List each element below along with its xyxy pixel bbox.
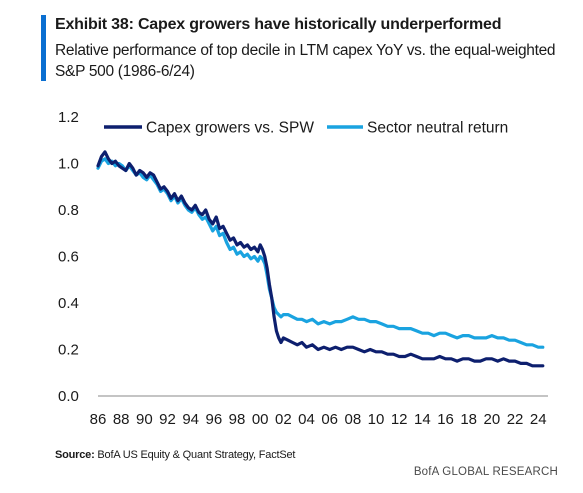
line-chart: 0.0 0.2 0.4 0.6 0.8 1.0 1.2 86 88 90 92 94 96 98 00 02 0… <box>58 109 548 428</box>
x-tick-label: 00 <box>252 411 269 428</box>
source-label: Source: <box>55 449 95 461</box>
x-tick-label: 92 <box>159 411 176 428</box>
legend-label: Capex growers vs. SPW <box>146 120 314 137</box>
chart-subtitle: Relative performance of top decile in LT… <box>55 42 556 80</box>
x-tick-label: 86 <box>90 411 107 428</box>
x-tick-label: 16 <box>437 411 454 428</box>
x-tick-label: 22 <box>507 411 524 428</box>
x-tick-label: 94 <box>182 411 199 428</box>
chart-axes: 0.0 0.2 0.4 0.6 0.8 1.0 1.2 86 88 90 92 94 96 98 00 02 0… <box>58 109 548 428</box>
series-line-capex-growers <box>96 150 545 368</box>
y-tick-label: 0.4 <box>58 295 79 312</box>
x-tick-label: 96 <box>206 411 223 428</box>
x-tick-label: 04 <box>298 411 315 428</box>
legend-label: Sector neutral return <box>367 120 508 137</box>
x-tick-label: 20 <box>484 411 501 428</box>
chart-legend: Capex growers vs. SPW Sector neutral retu… <box>104 120 508 137</box>
x-tick-label: 14 <box>414 411 431 428</box>
brand-label: BofA GLOBAL RESEARCH <box>413 466 558 478</box>
chart-title: Exhibit 38: Capex growers have historica… <box>55 16 502 33</box>
x-tick-label: 98 <box>229 411 246 428</box>
y-tick-label: 0.2 <box>58 342 79 359</box>
x-tick-label: 06 <box>321 411 338 428</box>
source-text: BofA US Equity & Quant Strategy, FactSet <box>94 449 296 461</box>
x-tick-label: 12 <box>391 411 408 428</box>
y-tick-label: 1.0 <box>58 156 79 173</box>
y-tick-label: 1.2 <box>58 109 79 126</box>
x-tick-label: 90 <box>136 411 153 428</box>
chart-series <box>96 150 545 368</box>
y-tick-label: 0.6 <box>58 249 79 266</box>
x-tick-label: 18 <box>460 411 477 428</box>
y-tick-label: 0.0 <box>58 388 79 405</box>
x-tick-label: 08 <box>345 411 362 428</box>
source-note: Source: BofA US Equity & Quant Strategy,… <box>55 449 295 461</box>
x-tick-label: 10 <box>368 411 385 428</box>
x-tick-label: 02 <box>275 411 292 428</box>
title-accent-bar <box>41 15 46 81</box>
x-tick-label: 88 <box>113 411 130 428</box>
x-tick-label: 24 <box>530 411 547 428</box>
y-tick-label: 0.8 <box>58 202 79 219</box>
